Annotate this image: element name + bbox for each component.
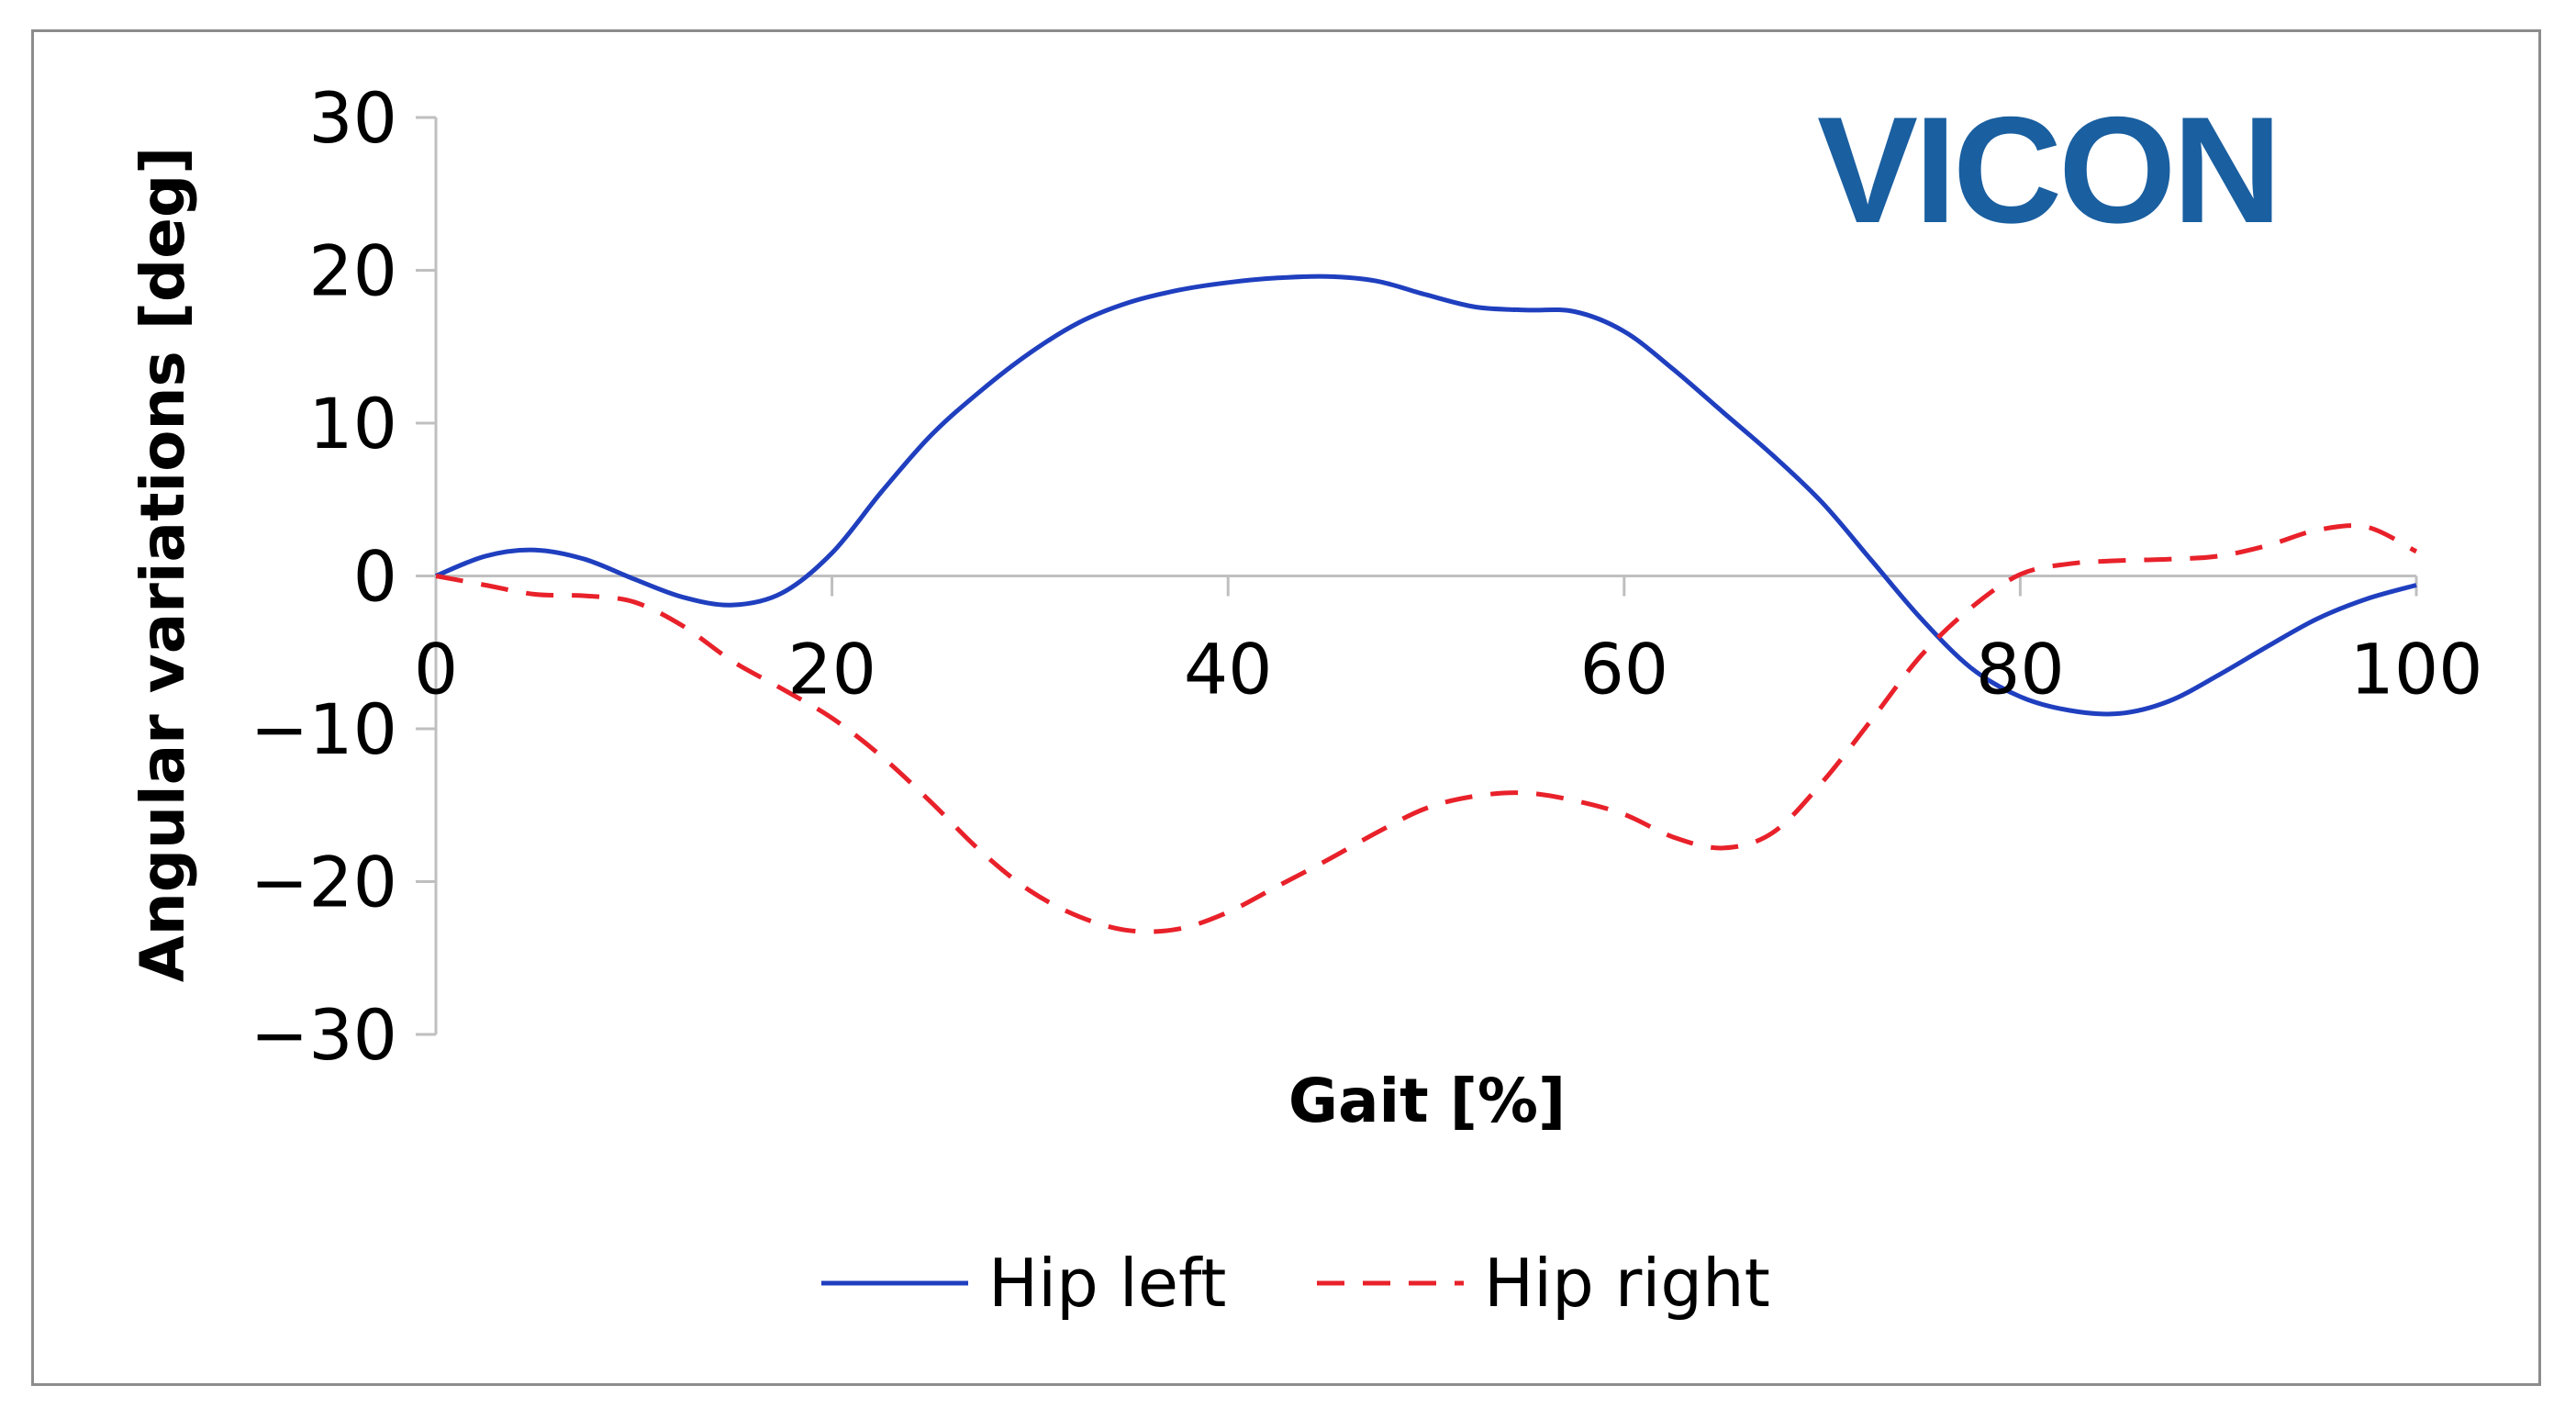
legend-label-hip-left: Hip left (988, 1245, 1226, 1322)
legend: Hip left Hip right (821, 1245, 1770, 1322)
x-axis-title: Gait [%] (1288, 1066, 1566, 1136)
x-tick-label: 80 (1976, 629, 2065, 710)
x-tick-label: 40 (1184, 629, 1273, 710)
y-axis-title: Angular variations [deg] (128, 147, 198, 983)
x-tick-label: 60 (1579, 629, 1668, 710)
x-tick-label: 100 (2349, 629, 2482, 710)
legend-label-hip-right: Hip right (1484, 1245, 1770, 1322)
vicon-logo: VICON (1817, 85, 2282, 254)
y-tick-label: −10 (251, 688, 397, 770)
chart-frame (31, 29, 2541, 1386)
x-tick-label: 0 (414, 629, 458, 710)
y-tick-label: 20 (308, 230, 397, 312)
y-tick-label: 30 (308, 77, 397, 159)
axes (416, 116, 2418, 1036)
y-tick-label: −30 (251, 994, 397, 1076)
series-layer (435, 274, 2418, 934)
y-tick-label: 0 (353, 536, 397, 618)
series-line-hip-left (435, 274, 2417, 717)
y-tick-label: 10 (308, 383, 397, 464)
vicon-logo-text: VICON (1817, 85, 2279, 254)
series-line-hip-right (435, 523, 2418, 934)
y-tick-label: −20 (251, 842, 397, 923)
x-tick-label: 20 (787, 629, 876, 710)
